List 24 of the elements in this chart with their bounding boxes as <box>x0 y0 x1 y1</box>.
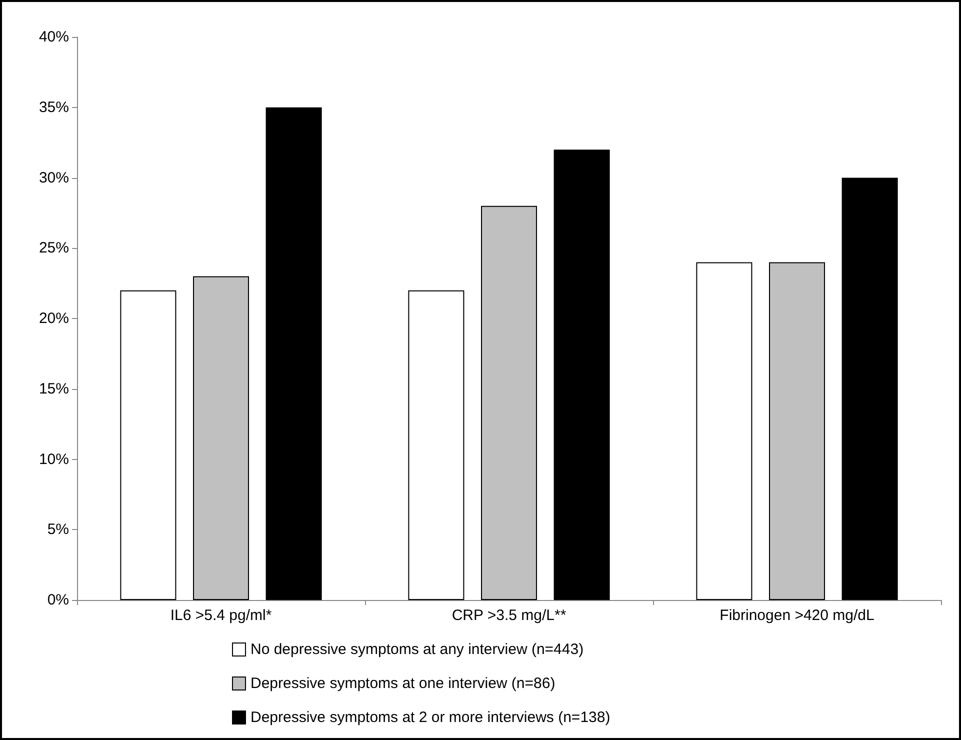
legend-label: Depressive symptoms at 2 or more interviews (n=138) <box>250 709 610 726</box>
bar <box>120 290 176 600</box>
bar <box>408 290 464 600</box>
bar <box>842 178 898 600</box>
bar <box>481 206 537 600</box>
y-tick-label: 15% <box>38 380 69 398</box>
y-tick-label: 10% <box>38 450 69 468</box>
bar <box>769 262 825 600</box>
y-tick-label: 5% <box>47 521 69 538</box>
bar <box>696 262 752 600</box>
y-tick-label: 0% <box>47 592 69 608</box>
bar <box>554 150 610 600</box>
x-tick-label: CRP >3.5 mg/L** <box>452 607 566 624</box>
y-tick-label: 25% <box>38 240 69 257</box>
legend-label: No depressive symptoms at any interview (n=443) <box>250 641 584 658</box>
x-tick-label: Fibrinogen >420 mg/dL <box>720 607 874 624</box>
legend-label: Depressive symptoms at one interview (n=86) <box>250 675 556 692</box>
bar <box>266 107 322 600</box>
y-tick-label: 40% <box>38 28 69 46</box>
bar <box>193 276 249 600</box>
y-tick-label: 20% <box>38 310 69 327</box>
y-tick-label: 35% <box>38 98 69 116</box>
x-tick-label: IL6 >5.4 pg/ml* <box>170 607 272 624</box>
y-tick-label: 30% <box>38 169 69 186</box>
